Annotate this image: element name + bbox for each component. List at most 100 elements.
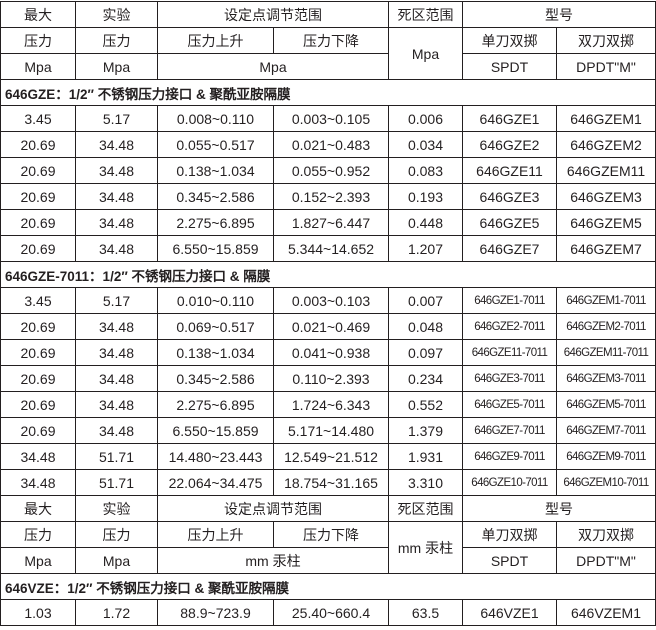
dpdt-model-cell: 646GZEM9-7011 xyxy=(556,443,656,470)
spdt-model-cell: 646GZE1 xyxy=(462,105,557,132)
max-pressure-cell: 20.69 xyxy=(0,131,76,158)
test-pressure-cell: 5.17 xyxy=(75,105,158,132)
spdt-model-cell: 646GZE5-7011 xyxy=(462,391,557,418)
test-pressure-cell: 34.48 xyxy=(75,183,158,210)
spdt-model-cell: 646GZE2 xyxy=(462,131,557,158)
rising-range-cell: 0.055~0.517 xyxy=(157,131,274,158)
dpdt-model-cell: 646GZEM7 xyxy=(556,235,656,262)
rising-header: 压力上升 xyxy=(157,27,274,54)
setpoint-range-header: 设定点调节范围 xyxy=(157,1,389,28)
table-row: 20.69 34.48 2.275~6.895 1.724~6.343 0.552 646… xyxy=(0,391,656,418)
spdt-label: SPDT xyxy=(462,53,557,80)
test-pressure-cell: 34.48 xyxy=(75,339,158,366)
header-row: 压力 压力 压力上升 压力下降 mm 汞柱 单刀双掷 双刀双掷 xyxy=(0,521,656,574)
dpdt-model-cell: 646GZEM11 xyxy=(556,157,656,184)
test-pressure-unit: Mpa xyxy=(75,547,158,574)
falling-range-cell: 0.003~0.105 xyxy=(273,105,389,132)
rising-range-cell: 0.010~0.110 xyxy=(157,287,274,314)
falling-header: 压力下降 xyxy=(273,27,389,54)
table-row: 20.69 34.48 0.055~0.517 0.021~0.483 0.034 646… xyxy=(0,131,656,158)
model-header: 型号 xyxy=(462,495,656,522)
table-row: 20.69 34.48 0.345~2.586 0.152~2.393 0.193 646… xyxy=(0,183,656,210)
max-pressure-cell: 3.45 xyxy=(0,287,76,314)
deadband-cell: 0.234 xyxy=(388,365,463,392)
header-row: Mpa Mpa mm 汞柱 SPDT DPDT"M" xyxy=(0,547,656,574)
falling-range-cell: 5.171~14.480 xyxy=(273,417,389,444)
test-pressure-header: 实验 xyxy=(75,1,158,28)
rising-range-cell: 88.9~723.9 xyxy=(157,599,274,626)
max-pressure-cell: 20.69 xyxy=(0,365,76,392)
max-pressure-cell: 20.69 xyxy=(0,209,76,236)
spdt-model-cell: 646GZE3 xyxy=(462,183,557,210)
spdt-model-cell: 646GZE2-7011 xyxy=(462,313,557,340)
deadband-header: 死区范围 xyxy=(388,1,463,28)
section-title-row: 646GZE：1/2″ 不锈钢压力接口 & 聚酰亚胺隔膜 xyxy=(0,79,656,106)
deadband-cell: 0.034 xyxy=(388,131,463,158)
max-pressure-cell: 34.48 xyxy=(0,469,76,496)
section-title-row: 646VZE：1/2″ 不锈钢压力接口 & 聚酰亚胺隔膜 xyxy=(0,573,656,600)
header-row: Mpa Mpa Mpa SPDT DPDT"M" xyxy=(0,53,656,80)
range-unit: mm 汞柱 xyxy=(157,547,389,574)
spdt-model-cell: 646GZE10-7011 xyxy=(462,469,557,496)
max-pressure-cell: 20.69 xyxy=(0,391,76,418)
dpdt-model-cell: 646GZEM10-7011 xyxy=(556,469,656,496)
falling-range-cell: 0.152~2.393 xyxy=(273,183,389,210)
rising-range-cell: 0.138~1.034 xyxy=(157,339,274,366)
test-pressure-cell: 5.17 xyxy=(75,287,158,314)
rising-range-cell: 0.345~2.586 xyxy=(157,365,274,392)
dpdt-model-cell: 646GZEM7-7011 xyxy=(556,417,656,444)
max-pressure-cell: 34.48 xyxy=(0,443,76,470)
max-pressure-header: 压力 xyxy=(0,521,76,548)
spdt-header: 单刀双掷 xyxy=(462,27,557,54)
section-title: 646GZE：1/2″ 不锈钢压力接口 & 聚酰亚胺隔膜 xyxy=(0,79,656,106)
max-pressure-unit: Mpa xyxy=(0,53,76,80)
rising-range-cell: 6.550~15.859 xyxy=(157,417,274,444)
table-row: 3.45 5.17 0.010~0.110 0.003~0.103 0.007 646GZ… xyxy=(0,287,656,314)
max-pressure-header: 压力 xyxy=(0,27,76,54)
falling-range-cell: 1.827~6.447 xyxy=(273,209,389,236)
table-row: 20.69 34.48 2.275~6.895 1.827~6.447 0.448 646… xyxy=(0,209,656,236)
dpdt-model-cell: 646GZEM11-7011 xyxy=(556,339,656,366)
test-pressure-header: 实验 xyxy=(75,495,158,522)
falling-range-cell: 0.041~0.938 xyxy=(273,339,389,366)
falling-range-cell: 25.40~660.4 xyxy=(273,599,389,626)
deadband-cell: 0.048 xyxy=(388,313,463,340)
table-row: 20.69 34.48 6.550~15.859 5.344~14.652 1.207 6… xyxy=(0,235,656,262)
spdt-model-cell: 646GZE1-7011 xyxy=(462,287,557,314)
deadband-cell: 1.379 xyxy=(388,417,463,444)
table-row: 20.69 34.48 0.069~0.517 0.021~0.469 0.048 646… xyxy=(0,313,656,340)
falling-range-cell: 0.110~2.393 xyxy=(273,365,389,392)
test-pressure-cell: 34.48 xyxy=(75,391,158,418)
max-pressure-cell: 20.69 xyxy=(0,157,76,184)
section-title: 646VZE：1/2″ 不锈钢压力接口 & 聚酰亚胺隔膜 xyxy=(0,573,656,600)
max-pressure-cell: 20.69 xyxy=(0,235,76,262)
max-pressure-cell: 20.69 xyxy=(0,183,76,210)
max-pressure-cell: 20.69 xyxy=(0,417,76,444)
header-row: 最大 实验 设定点调节范围 死区范围 型号 xyxy=(0,1,656,28)
deadband-cell: 1.931 xyxy=(388,443,463,470)
spdt-model-cell: 646GZE3-7011 xyxy=(462,365,557,392)
deadband-unit: mm 汞柱 xyxy=(388,521,463,574)
deadband-cell: 0.006 xyxy=(388,105,463,132)
dpdt-model-cell: 646GZEM3-7011 xyxy=(556,365,656,392)
rising-header: 压力上升 xyxy=(157,521,274,548)
section-title-row: 646GZE-7011：1/2″ 不锈钢压力接口 & 隔膜 xyxy=(0,261,656,288)
dpdt-model-cell: 646GZEM1 xyxy=(556,105,656,132)
table-row: 3.45 5.17 0.008~0.110 0.003~0.105 0.006 646GZ… xyxy=(0,105,656,132)
dpdt-label: DPDT"M" xyxy=(556,53,656,80)
deadband-cell: 0.448 xyxy=(388,209,463,236)
section-title: 646GZE-7011：1/2″ 不锈钢压力接口 & 隔膜 xyxy=(0,261,656,288)
max-pressure-cell: 3.45 xyxy=(0,105,76,132)
max-pressure-cell: 20.69 xyxy=(0,313,76,340)
range-unit: Mpa xyxy=(157,53,389,80)
deadband-cell: 0.083 xyxy=(388,157,463,184)
dpdt-model-cell: 646GZEM3 xyxy=(556,183,656,210)
setpoint-range-header: 设定点调节范围 xyxy=(157,495,389,522)
spdt-model-cell: 646GZE5 xyxy=(462,209,557,236)
table-row: 1.03 1.72 88.9~723.9 25.40~660.4 63.5 646VZE1… xyxy=(0,599,656,626)
header-row: 最大 实验 设定点调节范围 死区范围 型号 xyxy=(0,495,656,522)
rising-range-cell: 22.064~34.475 xyxy=(157,469,274,496)
max-pressure-header: 最大 xyxy=(0,495,76,522)
dpdt-header: 双刀双掷 xyxy=(556,27,656,54)
spdt-model-cell: 646GZE7 xyxy=(462,235,557,262)
